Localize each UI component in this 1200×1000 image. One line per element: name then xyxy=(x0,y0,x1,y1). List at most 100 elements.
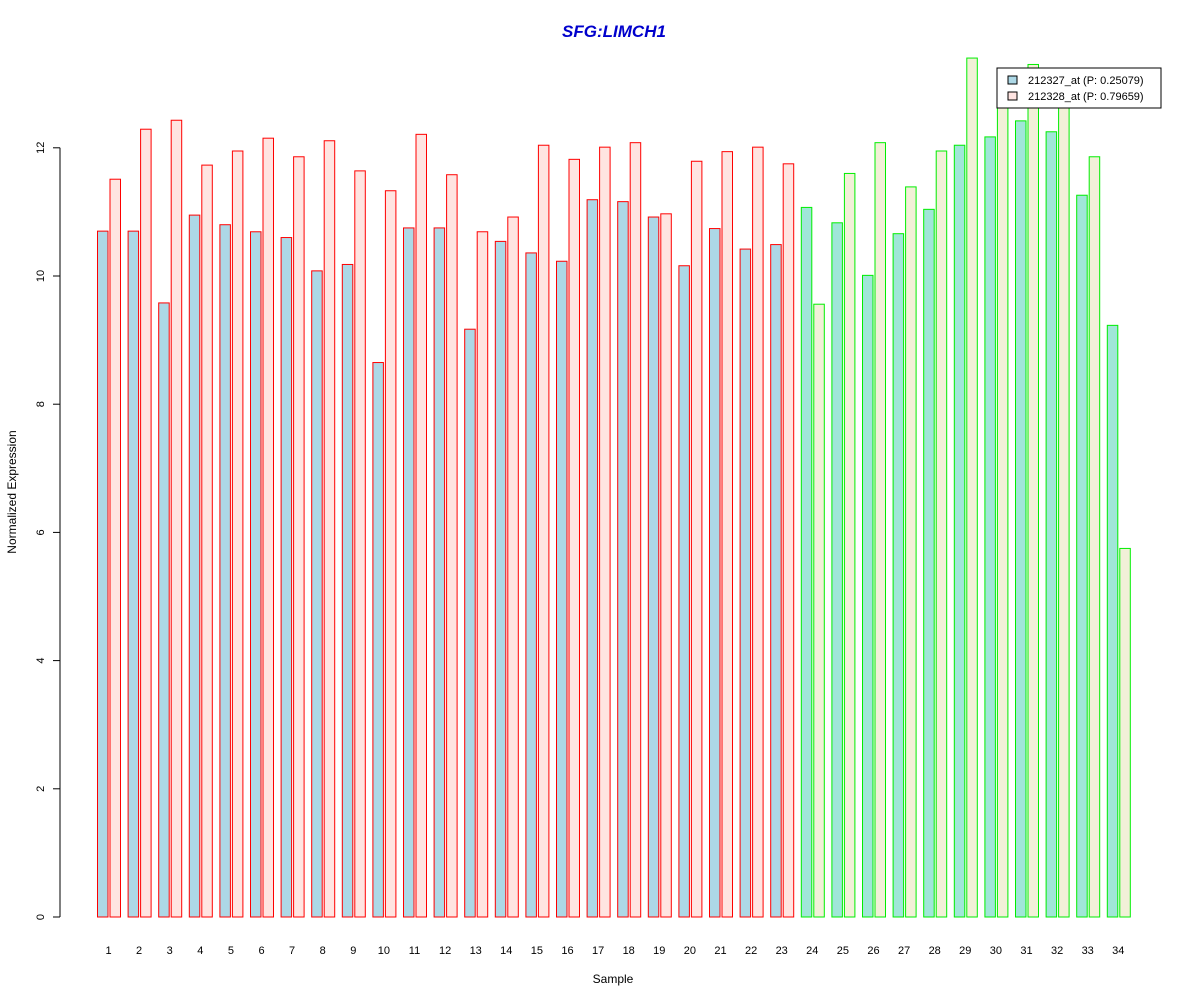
bar-212328-at-sample-14 xyxy=(507,216,519,918)
x-tick-label: 20 xyxy=(684,945,696,957)
bar-212327-at-sample-3 xyxy=(158,302,170,918)
bar-212328-at-sample-4 xyxy=(201,164,213,918)
bar-212328-at-sample-8 xyxy=(323,140,336,918)
bar-212328-at-sample-16 xyxy=(568,158,580,918)
bar-212328-at-sample-20 xyxy=(690,160,703,918)
bar-212328-at-sample-26 xyxy=(874,142,886,918)
x-tick-label: 3 xyxy=(167,945,173,957)
y-tick-label: 6 xyxy=(35,529,47,535)
bar-212328-at-sample-21 xyxy=(721,151,733,918)
bar-212328-at-sample-17 xyxy=(599,146,611,918)
bar-212327-at-sample-34 xyxy=(1106,324,1119,918)
bar-212327-at-sample-11 xyxy=(403,227,415,918)
bar-212328-at-sample-28 xyxy=(935,150,948,918)
bar-212327-at-sample-6 xyxy=(250,231,262,918)
bar-212327-at-sample-32 xyxy=(1045,131,1058,918)
x-tick-label: 34 xyxy=(1112,945,1124,957)
legend-entry: 212327_at (P: 0.25079) xyxy=(1028,75,1144,87)
bar-212328-at-sample-11 xyxy=(415,133,427,918)
bar-212328-at-sample-27 xyxy=(905,186,917,918)
bar-212327-at-sample-29 xyxy=(953,144,966,918)
bar-212327-at-sample-28 xyxy=(923,208,935,918)
bar-212328-at-sample-32 xyxy=(1058,96,1070,918)
x-tick-label: 10 xyxy=(378,945,390,957)
bar-212327-at-sample-24 xyxy=(800,206,813,918)
x-tick-label: 7 xyxy=(289,945,295,957)
x-tick-label: 14 xyxy=(500,945,512,957)
bar-212328-at-sample-18 xyxy=(629,142,642,918)
bar-212327-at-sample-20 xyxy=(678,265,690,918)
bar-212327-at-sample-23 xyxy=(770,244,782,918)
bar-212327-at-sample-18 xyxy=(617,201,629,918)
y-tick-label: 10 xyxy=(35,270,47,282)
x-tick-label: 4 xyxy=(197,945,203,957)
bar-212327-at-sample-15 xyxy=(525,252,537,918)
x-tick-label: 27 xyxy=(898,945,910,957)
y-tick-label: 8 xyxy=(35,401,47,407)
x-tick-label: 13 xyxy=(470,945,482,957)
x-tick-label: 16 xyxy=(561,945,573,957)
y-tick-label: 4 xyxy=(35,658,47,664)
bar-212328-at-sample-31 xyxy=(1027,63,1039,918)
bar-212328-at-sample-7 xyxy=(293,156,305,918)
x-tick-label: 17 xyxy=(592,945,604,957)
bar-212327-at-sample-10 xyxy=(372,362,384,918)
bar-212327-at-sample-26 xyxy=(862,274,874,918)
chart-title: SFG:LIMCH1 xyxy=(562,22,666,41)
bar-212328-at-sample-12 xyxy=(446,174,458,918)
bar-212327-at-sample-1 xyxy=(97,230,109,918)
bar-212327-at-sample-8 xyxy=(311,270,323,918)
x-tick-label: 24 xyxy=(806,945,818,957)
bar-212327-at-sample-14 xyxy=(494,240,507,918)
bar-212328-at-sample-5 xyxy=(231,150,244,918)
legend-entry: 212328_at (P: 0.79659) xyxy=(1028,91,1144,103)
bar-212328-at-sample-34 xyxy=(1119,547,1131,918)
x-tick-label: 22 xyxy=(745,945,757,957)
x-tick-label: 25 xyxy=(837,945,849,957)
x-tick-label: 8 xyxy=(320,945,326,957)
bar-212327-at-sample-27 xyxy=(892,233,905,918)
bar-212328-at-sample-23 xyxy=(782,163,795,918)
y-axis-label: Normalized Expression xyxy=(5,430,19,553)
bars xyxy=(97,57,1131,918)
bar-212327-at-sample-13 xyxy=(464,328,476,918)
x-axis-tick-labels: 1 2 3 4 5 6 7 8 9 10 11 12 13 14 15 16 17 18 19 20 21 22 23 24 2… xyxy=(105,945,1124,957)
x-tick-label: 11 xyxy=(409,945,420,957)
bar-212327-at-sample-21 xyxy=(709,228,721,918)
bar-212328-at-sample-19 xyxy=(660,213,672,918)
x-tick-label: 31 xyxy=(1020,945,1032,957)
x-tick-label: 26 xyxy=(867,945,879,957)
x-tick-label: 9 xyxy=(350,945,356,957)
bar-212328-at-sample-10 xyxy=(384,190,397,918)
bar-212327-at-sample-17 xyxy=(586,199,599,918)
bar-212328-at-sample-33 xyxy=(1088,156,1101,918)
bar-212328-at-sample-13 xyxy=(476,231,489,918)
bar-212327-at-sample-16 xyxy=(556,260,568,918)
x-tick-label: 32 xyxy=(1051,945,1063,957)
bar-212328-at-sample-1 xyxy=(109,178,121,918)
legend-swatch xyxy=(1007,75,1018,85)
bar-212328-at-sample-25 xyxy=(843,172,856,918)
bar-212328-at-sample-3 xyxy=(170,119,183,918)
legend-box xyxy=(996,67,1162,109)
bar-212327-at-sample-7 xyxy=(280,237,293,918)
x-tick-label: 19 xyxy=(653,945,665,957)
bar-212328-at-sample-2 xyxy=(140,128,152,918)
bar-212328-at-sample-6 xyxy=(262,137,274,918)
bar-212328-at-sample-15 xyxy=(537,144,550,918)
x-tick-label: 2 xyxy=(136,945,142,957)
y-axis: 0 2 4 6 8 10 12 xyxy=(35,142,61,920)
x-tick-label: 33 xyxy=(1082,945,1094,957)
bar-212327-at-sample-25 xyxy=(831,222,843,918)
bar-212327-at-sample-30 xyxy=(984,136,996,918)
x-tick-label: 6 xyxy=(258,945,264,957)
bar-212327-at-sample-2 xyxy=(127,230,140,918)
bar-212327-at-sample-19 xyxy=(647,216,660,918)
bar-212327-at-sample-31 xyxy=(1015,120,1027,918)
x-tick-label: 5 xyxy=(228,945,234,957)
x-tick-label: 1 xyxy=(105,945,111,957)
x-axis-label: Sample xyxy=(593,972,634,986)
x-tick-label: 30 xyxy=(990,945,1002,957)
